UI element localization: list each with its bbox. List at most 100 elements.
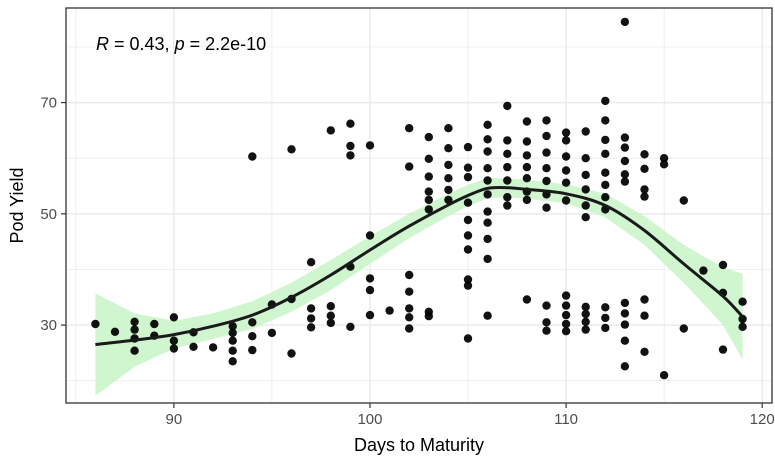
data-point [640,347,649,356]
data-point [503,176,512,185]
y-tick-label: 50 [40,206,57,223]
data-point [365,285,375,295]
data-point [620,156,630,166]
data-point [365,141,375,150]
data-point [248,152,257,161]
data-point [699,266,708,275]
data-point [228,357,237,366]
data-point [483,135,492,144]
data-point [561,310,571,320]
data-point [581,170,590,180]
data-point [738,322,747,331]
data-point [640,192,649,201]
data-point [405,304,414,313]
data-point [326,311,335,320]
data-point [738,314,747,324]
data-point [640,150,649,159]
data-point [620,143,630,152]
data-point [522,137,532,146]
data-point [424,195,433,205]
data-point [738,297,747,306]
y-tick-label: 30 [40,317,57,334]
data-point [405,324,414,333]
annotation-p-label: p [174,34,185,54]
data-point [463,275,473,284]
data-point [561,327,571,336]
data-point [463,231,473,240]
x-axis-label: Days to Maturity [354,435,484,455]
x-tick-label: 90 [166,411,183,428]
data-point [522,174,532,183]
annotation-r-text: = 0.43, [109,34,175,54]
data-point [542,176,551,186]
data-point [620,320,630,329]
data-point [405,124,414,133]
data-point [444,185,453,195]
data-point [542,131,551,141]
data-point [620,309,630,318]
data-point [130,325,139,334]
y-axis: 30 50 70 [40,95,66,334]
data-point [620,298,630,308]
data-point [640,295,649,304]
data-point [581,213,590,222]
data-point [581,185,590,194]
data-point [601,135,610,145]
annotation-r-label: R [96,34,109,54]
data-point [405,270,414,280]
data-point [503,136,512,145]
data-point [306,258,316,267]
data-point [130,346,139,355]
data-point [581,154,590,163]
data-point [483,147,492,156]
data-point [601,96,610,106]
data-point [444,195,453,205]
data-point [463,142,473,152]
data-point [385,306,394,315]
confidence-ribbon-layer [95,178,743,396]
data-point [503,193,512,202]
data-point [483,190,492,199]
data-point [561,128,571,137]
data-point [581,317,590,326]
data-point [346,151,355,160]
data-point [444,144,453,153]
data-point [424,132,433,142]
data-point [463,198,473,207]
data-point [91,319,100,329]
data-point [620,170,630,179]
x-axis: 90 100 110 120 [166,403,775,428]
data-point [248,332,257,341]
data-point [503,162,512,172]
data-point [346,119,355,128]
data-point [542,116,551,125]
data-point [267,328,277,338]
data-point [561,301,571,310]
data-point [601,313,610,323]
data-point [306,304,316,313]
data-point [463,163,473,172]
data-point [424,172,433,181]
y-axis-label: Pod Yield [7,167,27,243]
data-point [561,178,571,187]
data-point [503,101,512,111]
data-point [561,196,571,205]
data-point [561,319,571,329]
annotation-p-text: = 2.2e-10 [185,34,267,54]
data-point [228,328,237,338]
data-point [326,318,335,328]
data-point [581,325,590,334]
data-point [228,346,237,355]
data-point [659,154,669,163]
data-point [581,302,590,311]
data-point [405,287,414,296]
data-point [640,185,649,194]
data-point [405,313,414,322]
data-point [150,319,159,329]
data-point [522,195,532,205]
data-point [659,160,669,169]
data-point [522,117,532,126]
data-point [679,324,688,333]
confidence-ribbon [95,178,743,396]
data-point [306,314,316,323]
